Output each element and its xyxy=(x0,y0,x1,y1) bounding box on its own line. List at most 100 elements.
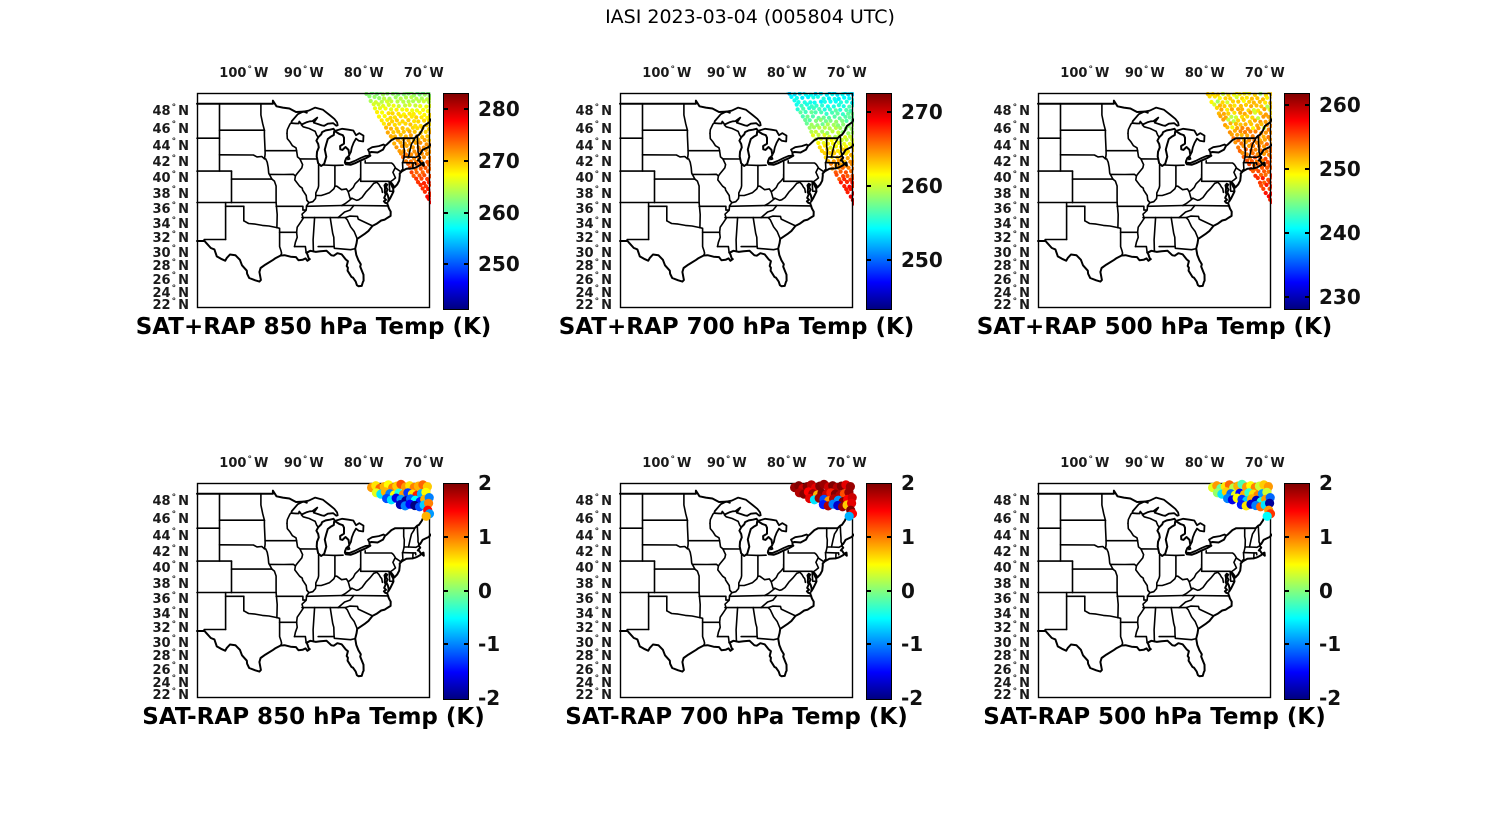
degree-symbol: ° xyxy=(1012,590,1018,601)
colorbar-tick-mark xyxy=(887,258,891,261)
lat-tick-dir: N xyxy=(601,592,612,608)
lon-tick-dir: W xyxy=(676,66,692,81)
lon-tick-label: 70° W xyxy=(807,65,887,82)
subplot-title-sat_minus_rap_850: SAT-RAP 850 hPa Temp (K) xyxy=(142,704,485,730)
lat-tick-value: 46 xyxy=(152,511,171,527)
colorbar-tick-label: 260 xyxy=(901,174,943,199)
degree-symbol: ° xyxy=(171,620,177,631)
lat-tick-label: 36° N xyxy=(133,201,189,218)
lat-tick-value: 48 xyxy=(993,104,1012,120)
lat-tick-value: 36 xyxy=(152,202,171,218)
lat-tick-label: 34° N xyxy=(556,606,612,622)
lat-tick-label: 32° N xyxy=(133,620,189,636)
lat-tick-value: 46 xyxy=(575,121,594,137)
lat-tick-label: 48° N xyxy=(133,494,189,509)
lat-tick-value: 28 xyxy=(152,259,171,275)
lat-tick-value: 32 xyxy=(993,621,1012,637)
colorbar-tick-label: 280 xyxy=(478,97,520,122)
degree-symbol: ° xyxy=(1143,64,1149,75)
lat-tick-value: 38 xyxy=(993,186,1012,202)
lon-tick-dir: W xyxy=(429,66,444,81)
lat-tick-dir: N xyxy=(1019,272,1030,288)
lat-tick-value: 30 xyxy=(993,635,1012,651)
degree-symbol: ° xyxy=(594,244,600,255)
lat-tick-value: 40 xyxy=(152,561,171,577)
colorbar-tick-label: -1 xyxy=(901,632,924,657)
lat-tick-value: 36 xyxy=(575,202,594,218)
lat-tick-dir: N xyxy=(1019,621,1030,637)
degree-symbol: ° xyxy=(594,230,600,241)
lat-tick-value: 34 xyxy=(575,216,594,232)
degree-symbol: ° xyxy=(171,527,177,538)
map-frame xyxy=(1037,482,1272,699)
lat-tick-dir: N xyxy=(601,298,612,314)
lon-tick-label: 100° W xyxy=(627,454,707,472)
lat-tick-label: 42° N xyxy=(556,544,612,560)
degree-symbol: ° xyxy=(1012,686,1018,697)
lat-tick-dir: N xyxy=(601,621,612,637)
lat-tick-label: 38° N xyxy=(133,576,189,592)
lat-tick-value: 26 xyxy=(152,272,171,288)
lat-tick-dir: N xyxy=(178,576,189,592)
difference-dots xyxy=(790,479,858,521)
lat-tick-dir: N xyxy=(178,121,189,137)
lon-tick-value: 90 xyxy=(283,66,302,81)
map-plot-sat_plus_rap_700 xyxy=(619,92,854,309)
lat-tick-label: 44° N xyxy=(974,138,1030,154)
degree-symbol: ° xyxy=(171,185,177,196)
difference-dots xyxy=(1208,479,1276,521)
lat-tick-label: 40° N xyxy=(974,559,1030,576)
lon-tick-label: 80° W xyxy=(747,455,827,472)
lat-tick-value: 30 xyxy=(575,635,594,651)
colorbar-tick-mark xyxy=(444,159,448,162)
lat-tick-value: 26 xyxy=(993,662,1012,678)
colorbar-tick-mark xyxy=(1285,168,1289,171)
colorbar-tick-mark xyxy=(887,643,891,646)
lat-tick-label: 32° N xyxy=(974,621,1030,637)
degree-symbol: ° xyxy=(362,454,368,465)
degree-symbol: ° xyxy=(1203,454,1209,465)
colorbar-tick-mark xyxy=(1285,643,1289,646)
lat-tick-label: 28° N xyxy=(974,258,1030,274)
degree-symbol: ° xyxy=(594,120,600,131)
lat-tick-dir: N xyxy=(1019,216,1030,232)
colorbar-tick-label: -2 xyxy=(1319,686,1342,710)
colorbar-tick-label: 1 xyxy=(478,524,492,549)
lat-tick-dir: N xyxy=(1019,649,1030,665)
degree-symbol: ° xyxy=(594,686,600,697)
degree-symbol: ° xyxy=(1012,605,1018,616)
lon-tick-label: 70° W xyxy=(384,454,464,472)
lat-tick-value: 36 xyxy=(993,202,1012,218)
degree-symbol: ° xyxy=(1012,296,1018,307)
colorbar-tick-mark xyxy=(867,643,871,646)
colorbar-tick-mark xyxy=(464,263,468,266)
lat-tick-label: 38° N xyxy=(974,576,1030,592)
degree-symbol: ° xyxy=(670,454,675,465)
colorbar-tick-mark xyxy=(1285,589,1289,592)
lat-tick-value: 40 xyxy=(575,171,594,187)
degree-symbol: ° xyxy=(422,454,428,465)
lon-tick-label: 90° W xyxy=(264,65,344,82)
degree-symbol: ° xyxy=(1263,454,1269,465)
degree-symbol: ° xyxy=(594,103,600,114)
lat-tick-dir: N xyxy=(178,231,189,247)
lat-tick-value: 42 xyxy=(152,545,171,560)
lat-tick-label: 36° N xyxy=(556,591,612,608)
lat-tick-value: 26 xyxy=(152,662,171,678)
degree-symbol: ° xyxy=(1012,559,1018,570)
lat-tick-label: 42° N xyxy=(556,154,612,170)
lon-tick-dir: W xyxy=(1270,66,1285,81)
lat-tick-label: 38° N xyxy=(133,185,189,202)
lat-tick-label: 38° N xyxy=(556,186,612,202)
lat-tick-dir: N xyxy=(601,138,612,154)
lat-tick-dir: N xyxy=(601,285,612,301)
map-plot-sat_minus_rap_700 xyxy=(619,479,858,699)
lat-tick-label: 40° N xyxy=(133,560,189,577)
lat-tick-label: 46° N xyxy=(974,511,1030,527)
lat-tick-dir: N xyxy=(601,561,612,577)
colorbar-tick-label: 270 xyxy=(478,148,520,173)
colorbar-tick-label: 0 xyxy=(478,578,492,603)
degree-symbol: ° xyxy=(171,169,177,180)
lat-tick-dir: N xyxy=(601,245,612,261)
lon-tick-label: 70° W xyxy=(1225,65,1305,82)
